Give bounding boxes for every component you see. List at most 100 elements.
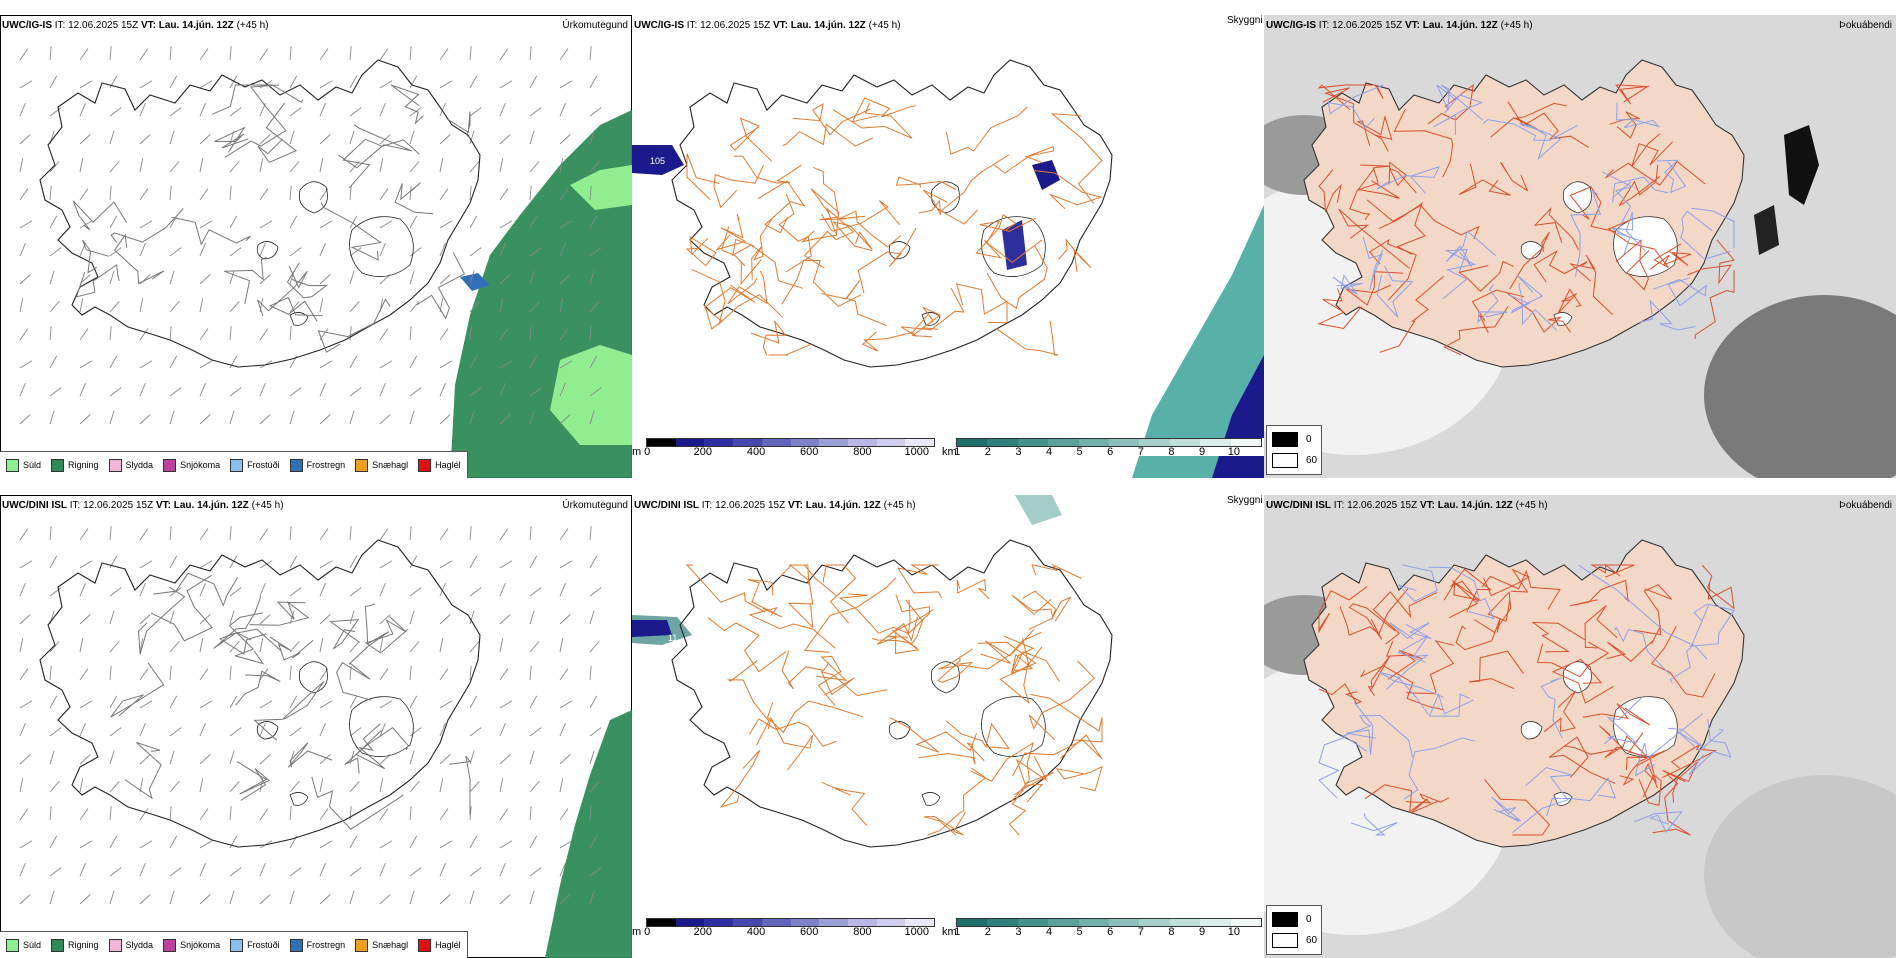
wind-barb: [169, 526, 172, 541]
wind-barb: [529, 161, 540, 173]
road-line: [1507, 292, 1572, 333]
wind-barb: [229, 387, 242, 397]
road-line: [1569, 254, 1613, 315]
wind-barb: [199, 840, 213, 849]
wind-barb: [469, 526, 472, 541]
wind-barb: [199, 382, 206, 397]
wind-barb: [109, 355, 118, 369]
wind-barb: [409, 526, 412, 541]
wind-barb: [199, 158, 204, 173]
wind-barb: [409, 555, 418, 569]
wind-barb: [289, 641, 300, 653]
road-line: [1519, 123, 1562, 161]
colorbar-unit: km: [942, 926, 957, 938]
wind-barb: [379, 102, 386, 117]
wind-barb: [439, 242, 446, 257]
legend-label: Snæhagl: [372, 940, 409, 950]
wind-barb: [229, 641, 240, 653]
wind-barb: [439, 80, 453, 89]
wind-barb: [409, 247, 422, 257]
road-line: [897, 564, 943, 599]
road-line: [901, 287, 965, 337]
colorbar-bin: [761, 439, 791, 446]
road-line: [449, 755, 471, 816]
ceiling-visibility-panel-igis: 105 UWC/IG-IS IT: 12.06.2025 15Z VT: Lau…: [632, 15, 1264, 478]
wind-barb: [229, 270, 235, 285]
panel-header: UWC/DINI ISL IT: 12.06.2025 15Z VT: Lau.…: [634, 500, 916, 511]
road-line: [1614, 626, 1671, 675]
road-line: [1468, 650, 1524, 690]
wind-barb: [199, 414, 211, 425]
rain-area: [545, 710, 632, 958]
fog-title: Þokuábendi: [1839, 500, 1892, 511]
wind-barb: [439, 808, 449, 821]
road-line: [778, 193, 812, 273]
wind-barb: [139, 102, 146, 117]
road-line: [1590, 564, 1635, 578]
wind-barb: [559, 328, 569, 341]
wind-barb: [199, 862, 206, 877]
wind-barb: [349, 215, 358, 229]
wind-barb: [439, 360, 453, 369]
wind-barb: [169, 695, 178, 709]
road-line: [1011, 594, 1054, 631]
wind-barb: [259, 560, 273, 569]
wind-barb: [409, 270, 415, 285]
wind-barb: [109, 727, 122, 737]
wind-barb: [289, 107, 302, 117]
wind-barb: [409, 186, 412, 201]
wind-barb: [589, 666, 592, 681]
legend-label: Slydda: [125, 460, 154, 470]
wind-barb: [169, 46, 172, 61]
iceland-coastline: [1303, 539, 1745, 848]
visibility-colorbar: km 1 2 3 4 5 6 7 8 9 10: [942, 918, 1264, 938]
wind-barb: [559, 862, 566, 877]
colorbar-bin: [1017, 919, 1049, 926]
wind-barb: [139, 722, 146, 737]
road-line: [757, 180, 806, 234]
wind-barb: [589, 781, 600, 793]
wind-barb: [109, 410, 115, 425]
legend-label: Snæhagl: [372, 460, 409, 470]
road-line: [727, 270, 768, 305]
road-line: [1633, 584, 1673, 636]
legend-item: Snjókoma: [163, 458, 220, 472]
road-line: [328, 619, 360, 650]
wind-barb: [169, 641, 180, 653]
colorbar-bin: [987, 919, 1018, 926]
colorbar-bin: [1200, 919, 1231, 926]
wind-barb: [79, 328, 89, 341]
wind-barb: [499, 328, 509, 341]
wind-barb: [49, 301, 60, 313]
colorbar-bin: [819, 919, 848, 926]
road-line: [1638, 774, 1662, 806]
road-line: [1500, 161, 1529, 192]
wind-barb: [169, 355, 178, 369]
wind-barb: [439, 722, 446, 737]
wind-barb: [109, 835, 118, 849]
wind-barb: [169, 727, 182, 737]
wind-barb: [49, 161, 60, 173]
wind-barb: [439, 528, 449, 541]
glacier-outline: [298, 661, 328, 694]
wind-barb: [139, 158, 144, 173]
road-line: [803, 577, 897, 653]
wind-barb: [79, 80, 93, 89]
road-line: [788, 564, 837, 596]
road-line: [729, 117, 773, 162]
wind-barb: [559, 668, 569, 681]
road-line: [137, 586, 186, 655]
colorbar-tick-label: 5: [1076, 926, 1083, 938]
wind-barb: [289, 555, 298, 569]
colorbar-ticks: 1 2 3 4 5 6 7 8 9 10: [954, 446, 1262, 458]
road-line: [1638, 299, 1696, 331]
wind-barb: [319, 754, 331, 765]
wind-barb: [169, 666, 172, 681]
road-line: [1688, 719, 1732, 776]
colorbar-bin: [647, 919, 676, 926]
glacier-outline: [888, 241, 911, 260]
glacier-outline: [298, 181, 328, 214]
wind-barb: [109, 641, 120, 653]
road-line: [416, 252, 466, 320]
wind-barb: [589, 410, 595, 425]
